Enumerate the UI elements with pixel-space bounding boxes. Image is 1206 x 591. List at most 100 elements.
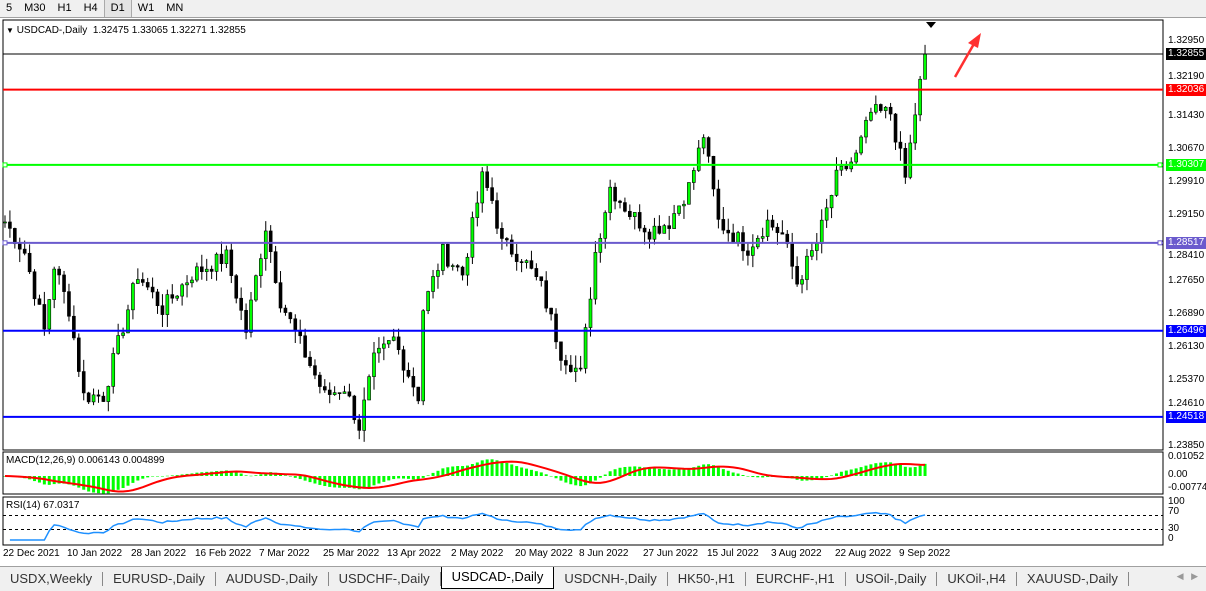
candle-body <box>62 274 66 292</box>
tab-hk50-h1[interactable]: HK50-,H1 <box>668 572 746 586</box>
macd-histogram-bar <box>283 475 287 476</box>
candle-body <box>500 228 504 239</box>
candle-body <box>618 200 622 203</box>
tab-scroll-arrows[interactable]: ◀ ▶ <box>1176 571 1198 581</box>
candle-body <box>160 305 165 315</box>
tab-usdchf-daily[interactable]: USDCHF-,Daily <box>329 572 441 586</box>
candle-body <box>332 392 337 395</box>
candle-body <box>421 310 426 402</box>
macd-histogram-bar <box>569 476 573 485</box>
candle-body <box>780 232 785 235</box>
macd-histogram-bar <box>505 462 509 476</box>
tab-eurchf-h1[interactable]: EURCHF-,H1 <box>746 572 846 586</box>
tab-ukoil-h4[interactable]: UKOil-,H4 <box>937 572 1017 586</box>
date-tick: 7 Mar 2022 <box>259 548 310 559</box>
candle-body <box>711 155 716 190</box>
candle-body <box>465 256 470 276</box>
candle-body <box>224 249 229 264</box>
macd-histogram-bar <box>628 466 632 476</box>
tab-eurusd-daily[interactable]: EURUSD-,Daily <box>103 572 216 586</box>
candle-body <box>746 250 750 256</box>
macd-histogram-bar <box>815 476 819 480</box>
price-chart[interactable] <box>0 19 1206 566</box>
candle-body <box>13 228 17 245</box>
macd-histogram-bar <box>544 474 548 476</box>
candle-body <box>647 231 652 240</box>
timeframe-toolbar: 5 M30 H1 H4 D1 W1 MN <box>0 0 1206 18</box>
macd-histogram-bar <box>761 476 765 478</box>
candle-body <box>411 376 416 388</box>
tab-xauusd-daily[interactable]: XAUUSD-,Daily <box>1017 572 1129 586</box>
timeframe-D1[interactable]: D1 <box>103 0 132 17</box>
macd-histogram-bar <box>874 463 878 476</box>
tab-usoil-daily[interactable]: USOil-,Daily <box>846 572 938 586</box>
candle-body <box>416 386 421 402</box>
candle-body <box>327 389 332 395</box>
macd-histogram-bar <box>249 475 253 477</box>
candle-body <box>406 369 411 377</box>
candle-body <box>382 343 386 349</box>
macd-histogram-bar <box>554 476 558 479</box>
candle-body <box>721 219 726 231</box>
candle-body <box>608 186 612 213</box>
candle-body <box>514 253 519 262</box>
macd-histogram-bar <box>751 476 755 478</box>
macd-histogram-bar <box>42 476 46 485</box>
timeframe-M30[interactable]: M30 <box>24 2 46 14</box>
macd-histogram-bar <box>918 465 922 476</box>
candle-body <box>450 265 455 267</box>
macd-histogram-bar <box>372 476 376 486</box>
candle-body <box>426 291 430 312</box>
candle-body <box>549 307 553 315</box>
candle-body <box>741 232 745 252</box>
macd-histogram-bar <box>96 476 100 494</box>
macd-histogram-bar <box>844 470 848 476</box>
candle-body <box>854 152 858 163</box>
macd-histogram-bar <box>244 475 248 476</box>
timeframe-MN[interactable]: MN <box>166 2 184 14</box>
candle-body <box>509 239 514 255</box>
candle-body <box>249 299 253 333</box>
level-price-tag: 1.30307 <box>1166 158 1206 171</box>
candle-body <box>273 251 278 283</box>
candle-body <box>819 219 824 244</box>
macd-histogram-bar <box>913 467 917 476</box>
candle-body <box>736 232 740 243</box>
price-tick: 1.29910 <box>1168 176 1205 188</box>
macd-histogram-bar <box>116 476 120 490</box>
timeframe-H1[interactable]: H1 <box>57 2 72 14</box>
candle-body <box>775 226 780 233</box>
price-tick: 1.29150 <box>1168 209 1205 221</box>
tab-usdx-weekly[interactable]: USDX,Weekly <box>0 572 104 586</box>
candle-body <box>372 352 376 377</box>
macd-histogram-bar <box>67 476 71 485</box>
tab-usdcnh-daily[interactable]: USDCNH-,Daily <box>554 572 668 586</box>
timeframe-H4[interactable]: H4 <box>83 2 98 14</box>
candle-body <box>687 182 691 205</box>
candle-body <box>288 312 293 320</box>
candle-body <box>229 249 234 276</box>
tab-audusd-daily[interactable]: AUDUSD-,Daily <box>216 572 329 586</box>
macd-histogram-bar <box>879 462 883 476</box>
candle-body <box>869 111 873 121</box>
macd-histogram-bar <box>156 476 160 477</box>
date-tick: 2 May 2022 <box>451 548 504 559</box>
candle-body <box>278 282 283 309</box>
macd-histogram-bar <box>170 475 174 476</box>
triangle-down-icon[interactable]: ▼ <box>6 26 14 35</box>
level-handle <box>1157 162 1163 168</box>
candle-body <box>352 395 357 421</box>
candle-body <box>268 230 273 252</box>
candle-body <box>716 188 721 220</box>
macd-histogram-bar <box>515 466 519 476</box>
macd-histogram-bar <box>279 474 283 476</box>
timeframe-W1[interactable]: W1 <box>137 2 155 14</box>
tab-usdcad-daily[interactable]: USDCAD-,Daily <box>440 567 555 589</box>
candle-body <box>342 391 347 394</box>
price-tick: 1.25370 <box>1168 373 1205 385</box>
candle-body <box>347 391 352 397</box>
main-pane-frame <box>2 19 1164 451</box>
candle-body <box>77 337 81 372</box>
candle-body <box>303 335 307 358</box>
timeframe-5[interactable]: 5 <box>6 2 13 14</box>
